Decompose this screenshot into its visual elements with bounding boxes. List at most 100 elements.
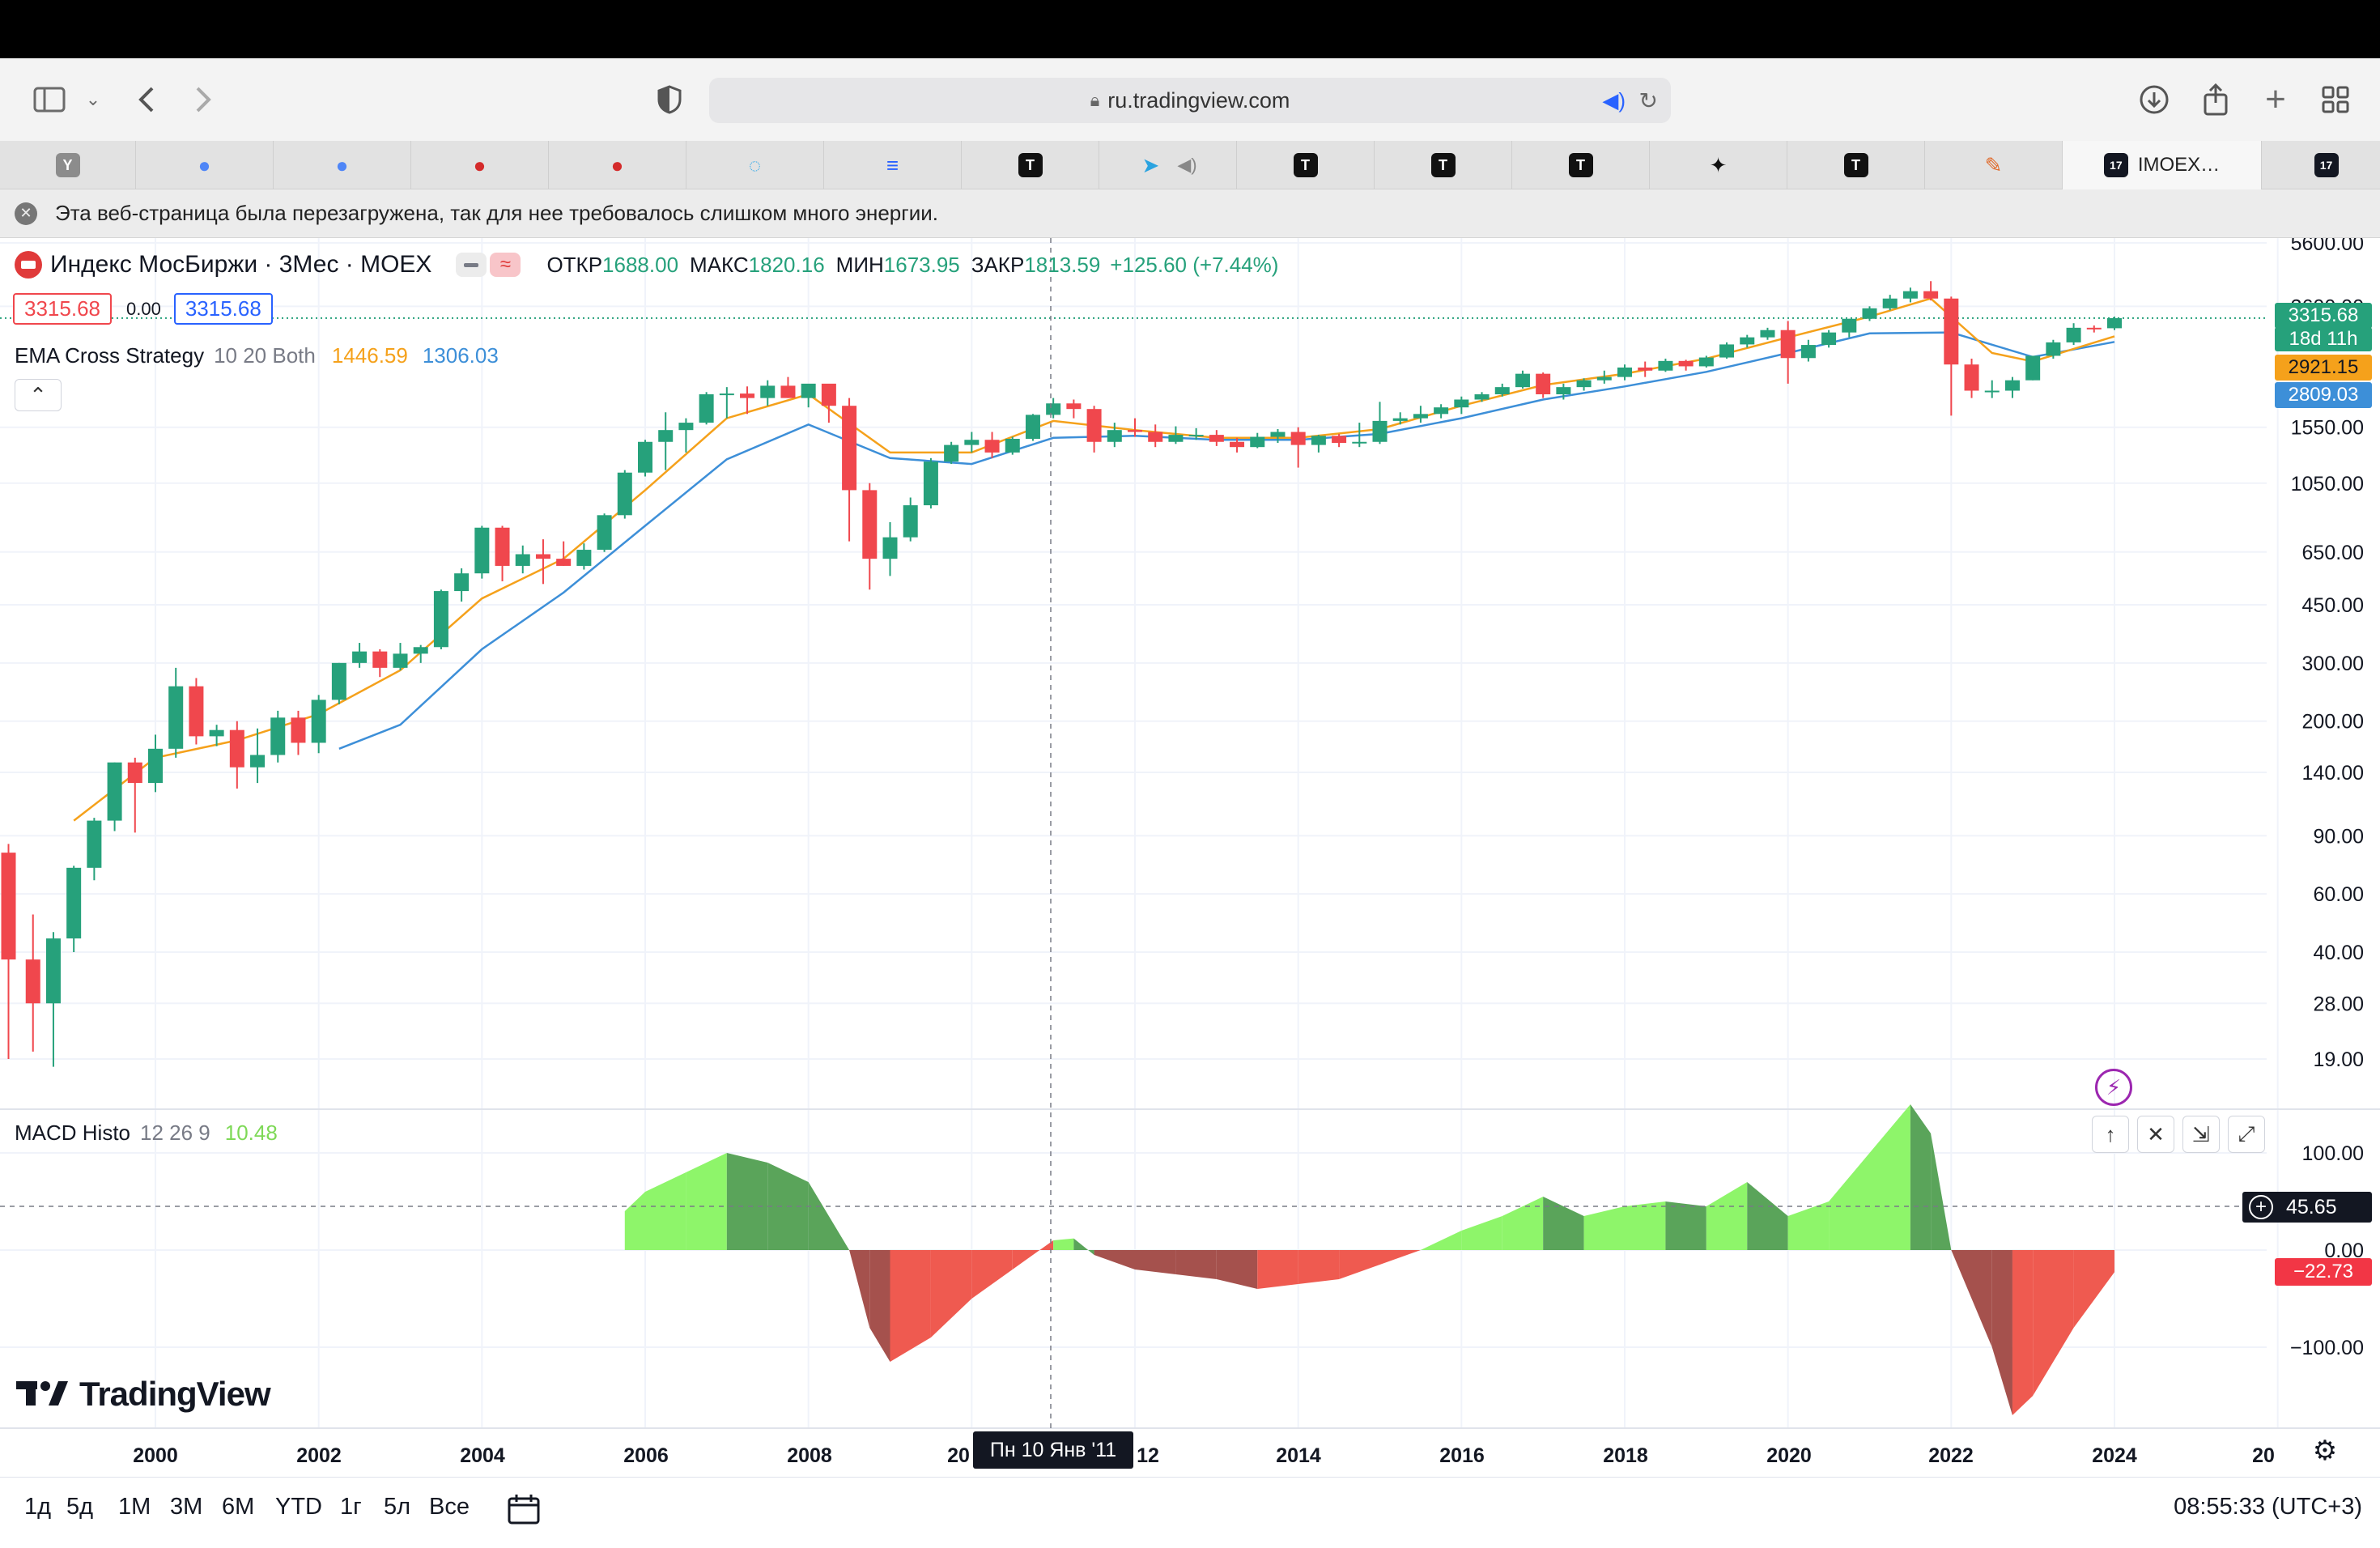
url-bar[interactable]: 🔒︎ ru.tradingview.com ◀︎) ↻ <box>709 78 1671 123</box>
buy-price[interactable]: 3315.68 <box>173 293 273 325</box>
candle-body <box>1372 420 1388 442</box>
sell-price[interactable]: 3315.68 <box>13 293 112 325</box>
candle-body <box>1230 441 1245 448</box>
hide-icon[interactable] <box>456 253 487 277</box>
macd-params: 12 26 9 <box>140 1121 210 1145</box>
browser-tab[interactable]: 17 <box>2262 141 2380 189</box>
macd-histogram-bar <box>1625 1201 1666 1250</box>
back-icon[interactable] <box>126 79 167 120</box>
close-pane-icon[interactable]: ✕ <box>2137 1116 2174 1153</box>
candle-body <box>1209 435 1224 442</box>
download-icon[interactable] <box>2134 79 2174 120</box>
macd-histogram-bar <box>1257 1250 1298 1289</box>
tradingview-logo[interactable]: TradingView <box>16 1375 271 1414</box>
candle-body <box>1332 436 1347 444</box>
candle-body <box>903 505 918 538</box>
time-tick-label: 2006 <box>623 1444 669 1467</box>
macd-legend[interactable]: MACD Histo 12 26 9 10.48 <box>15 1121 278 1146</box>
candle-body <box>1066 403 1082 410</box>
browser-tab[interactable]: ● <box>411 141 549 189</box>
timeframe-button[interactable]: YTD <box>275 1494 322 1520</box>
gear-icon[interactable]: ⚙︎ <box>2312 1435 2338 1466</box>
speaker-icon[interactable]: ◀︎) <box>1177 155 1197 175</box>
calendar-icon[interactable] <box>507 1492 541 1526</box>
tab-overview-icon[interactable] <box>2315 79 2356 120</box>
clock[interactable]: 08:55:33 (UTC+3) <box>2174 1494 2362 1520</box>
collapse-pane-icon[interactable]: ⇲ <box>2182 1116 2220 1153</box>
browser-tab[interactable]: ◌ <box>686 141 824 189</box>
lock-icon: 🔒︎ <box>1090 90 1100 110</box>
crosshair-time-tag: Пн 10 Янв '11 <box>973 1431 1133 1469</box>
browser-tab[interactable]: 17 IMOEX… <box>2063 141 2262 189</box>
candle-body <box>556 559 572 566</box>
candle-body <box>780 385 796 398</box>
browser-tab[interactable]: T <box>1237 141 1375 189</box>
chevron-down-icon[interactable]: ⌄ <box>85 89 101 109</box>
candle-body <box>740 393 755 398</box>
browser-tab[interactable]: ✎ <box>1925 141 2063 189</box>
candle-body <box>1046 403 1061 415</box>
browser-tab[interactable]: T <box>962 141 1099 189</box>
timeframe-button[interactable]: 6М <box>222 1494 255 1520</box>
timeframe-button[interactable]: 1д <box>24 1494 52 1520</box>
speaker-icon[interactable]: ◀︎) <box>1602 87 1626 113</box>
timeframe-button[interactable]: 1М <box>118 1494 151 1520</box>
price-tick-label: 60.00 <box>2313 883 2364 906</box>
macd-histogram-bar <box>1379 1250 1421 1265</box>
candle-body <box>1148 432 1163 442</box>
chart-area[interactable]: 5600.003600.001550.001050.00650.00450.00… <box>0 238 2380 1477</box>
browser-tab[interactable]: ≡ <box>824 141 962 189</box>
candle-body <box>984 440 1000 453</box>
timeframe-button[interactable]: 1г <box>340 1494 362 1520</box>
forward-icon[interactable] <box>183 79 223 120</box>
close-icon[interactable]: ✕ <box>15 202 37 225</box>
browser-tab[interactable]: ➤ ◀︎) <box>1099 141 1237 189</box>
reload-icon[interactable]: ↻ <box>1638 87 1658 113</box>
share-icon[interactable] <box>2195 79 2236 120</box>
collapse-legend-button[interactable]: ⌃ <box>15 379 62 411</box>
macd-histogram-bar <box>1502 1197 1544 1250</box>
time-tick-label: 2020 <box>1766 1444 1812 1467</box>
candle-body <box>1658 360 1673 371</box>
candle-body <box>2046 342 2061 356</box>
candle-body <box>1025 415 1040 439</box>
symbol-title[interactable]: Индекс МосБиржи · 3Мес · MOEX <box>50 251 432 278</box>
price-tick-label: 28.00 <box>2313 993 2364 1015</box>
timeframe-button[interactable]: 5д <box>66 1494 94 1520</box>
pen-icon: ✎ <box>1984 152 2003 177</box>
timeframe-button[interactable]: 3М <box>170 1494 203 1520</box>
lightning-icon[interactable]: ⚡︎ <box>2095 1069 2132 1106</box>
tab-bar: Y ● ● ● ● ◌ ≡ T ➤ ◀︎) T T T ✦ T ✎ 17 IMOEX… 17 <box>0 141 2380 189</box>
candle-body <box>127 762 142 784</box>
macd-histogram-bar <box>890 1250 931 1362</box>
time-tick-label: 2000 <box>133 1444 178 1467</box>
browser-tab[interactable]: Y <box>0 141 136 189</box>
browser-tab[interactable]: T <box>1375 141 1512 189</box>
browser-tab[interactable]: ● <box>136 141 274 189</box>
macd-histogram-bar <box>1910 1104 1932 1250</box>
timeframe-button[interactable]: 5л <box>384 1494 411 1520</box>
macd-histogram-bar <box>1053 1238 1074 1250</box>
move-up-icon[interactable]: ↑ <box>2092 1116 2129 1153</box>
timeframe-button[interactable]: Все <box>429 1494 470 1520</box>
ema-params: 10 20 Both <box>214 343 316 368</box>
chart-canvas[interactable]: 5600.003600.001550.001050.00650.00450.00… <box>0 238 2380 1477</box>
ru-flag-icon: ● <box>610 152 624 177</box>
browser-tab[interactable]: T <box>1512 141 1650 189</box>
macd-histogram-bar <box>1298 1250 1340 1284</box>
macd-histogram-bar <box>930 1250 972 1337</box>
ema-legend[interactable]: EMA Cross Strategy 10 20 Both 1446.59 13… <box>15 343 499 368</box>
new-tab-icon[interactable]: + <box>2265 79 2286 119</box>
browser-tab[interactable]: T <box>1787 141 1925 189</box>
t-icon: T <box>1843 153 1868 177</box>
maximize-pane-icon[interactable]: ⤢ <box>2228 1116 2265 1153</box>
shield-icon[interactable] <box>649 79 690 120</box>
candle-body <box>1250 436 1265 448</box>
browser-tab[interactable]: ✦ <box>1650 141 1787 189</box>
compare-icon[interactable]: ≈ <box>490 253 521 277</box>
browser-tab[interactable]: ● <box>549 141 686 189</box>
macd-histogram-bar <box>1461 1216 1502 1250</box>
browser-tab[interactable]: ● <box>274 141 411 189</box>
sidebar-icon[interactable] <box>29 79 70 120</box>
add-alert-icon[interactable]: + <box>2249 1195 2273 1219</box>
